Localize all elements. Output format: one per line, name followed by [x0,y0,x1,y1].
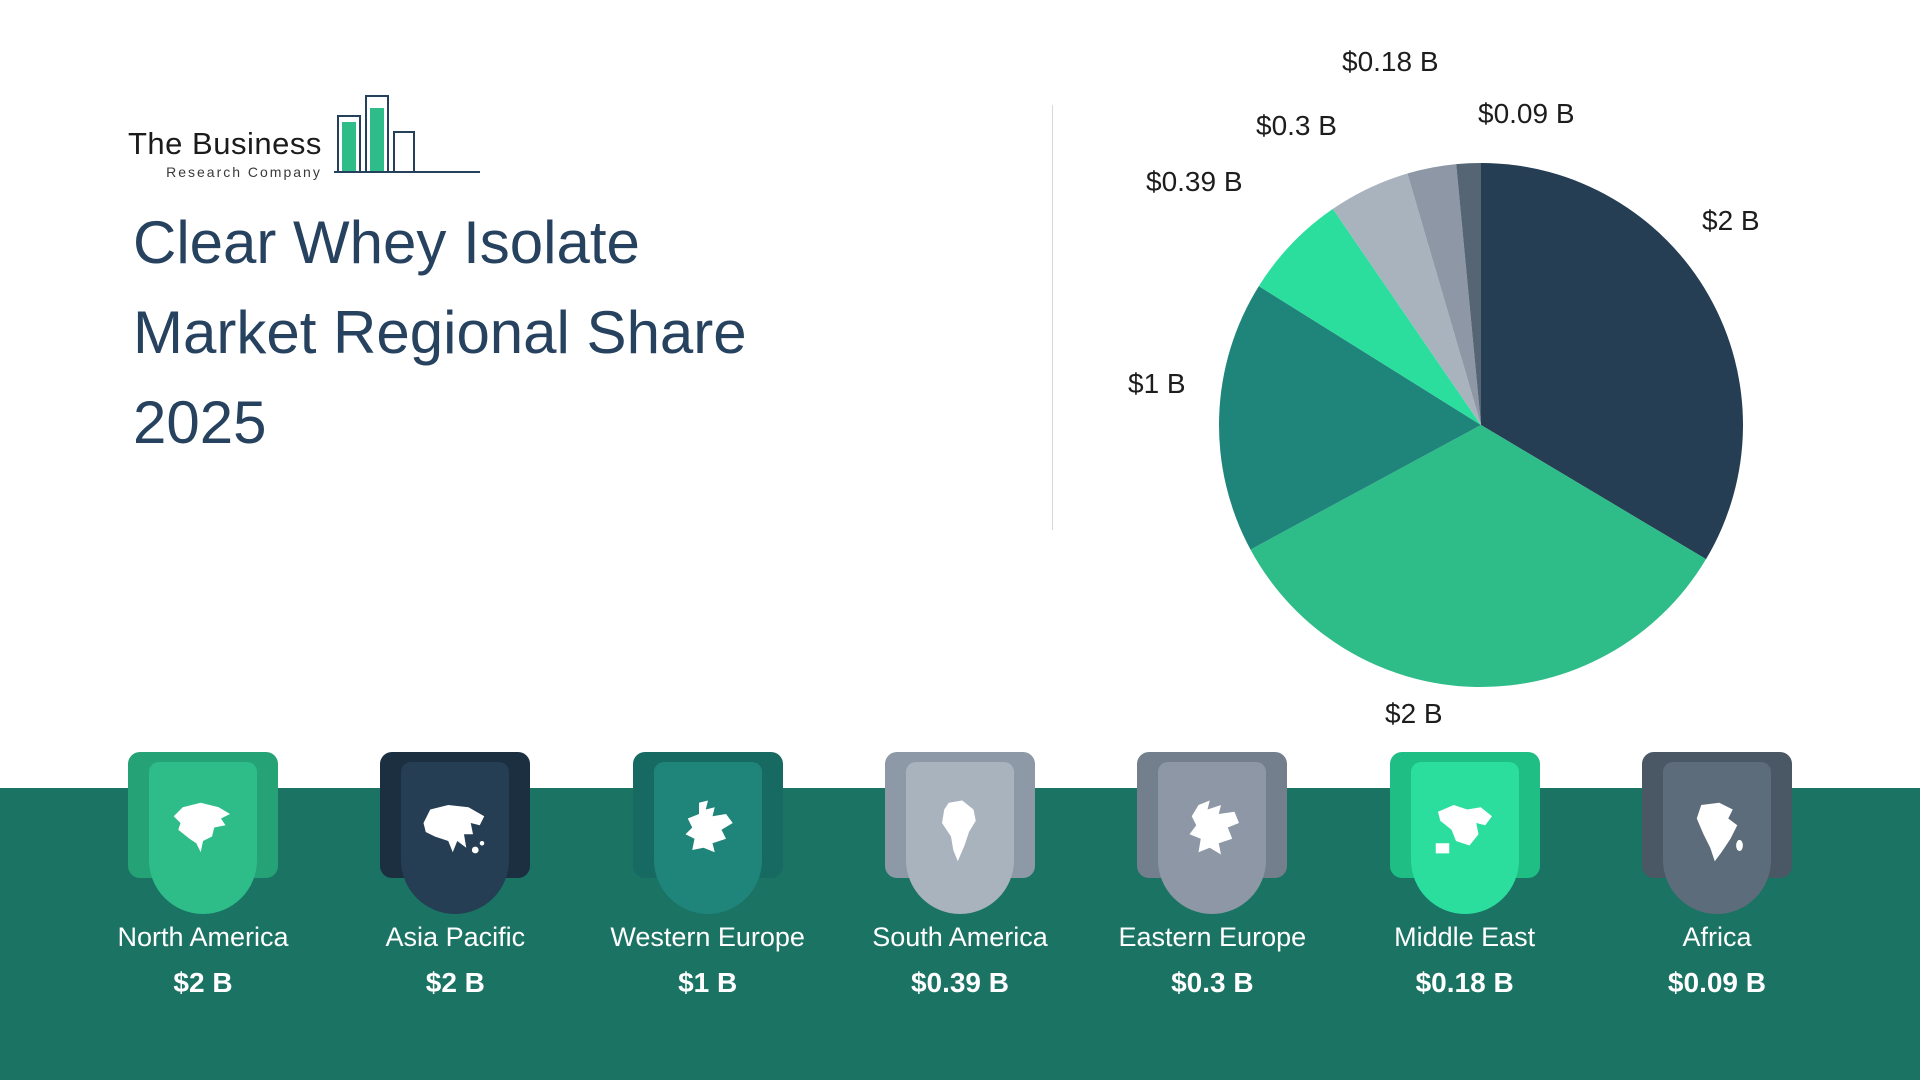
north-america-map-icon [173,802,230,853]
region-name: Eastern Europe [1118,922,1307,952]
eastern-europe-map-icon [1189,800,1240,855]
page-title: Clear Whey Isolate Market Regional Share… [133,198,747,468]
title-line-2: Market Regional Share [133,299,747,366]
logo-text: The Business Research Company [128,126,322,180]
region-name: South America [872,922,1048,952]
region-name: Asia Pacific [385,922,526,952]
logo-company-subtitle: Research Company [166,164,322,180]
logo-company-name: The Business [128,126,322,161]
logo: The Business Research Company [128,92,482,180]
region-value: $0.3 B [1171,967,1254,998]
region-badge [632,752,783,914]
pie-label-western-europe: $1 B [1128,368,1186,399]
region-value: $2 B [425,967,485,998]
asia-pacific-map-icon [423,805,485,854]
title-line-3: 2025 [133,389,267,456]
region-badge [884,752,1035,914]
pie-slice-north-america [1250,425,1707,687]
pie-slice-asia-pacific [1481,163,1743,560]
region-value: $0.39 B [910,967,1010,998]
title-line-1: Clear Whey Isolate [133,209,640,276]
region-item-africa: Africa $0.09 B [1592,752,1842,999]
region-value: $2 B [173,967,233,998]
middle-east-map-icon [1435,805,1492,854]
pie-slice-africa [1456,163,1481,425]
pie-slice-eastern-europe [1332,173,1481,425]
region-item-north-america: North America $2 B [78,752,328,999]
regions-legend: North America $2 B Asia Pacific $2 B [0,752,1920,999]
pie-label-africa: $0.09 B [1478,98,1575,129]
region-name: Africa [1682,922,1752,952]
region-value: $0.09 B [1667,967,1766,998]
pie-slice-middle-east [1407,164,1481,425]
region-badge [1137,752,1288,914]
region-value: $1 B [678,967,738,998]
badge-shield [905,762,1014,914]
region-badge [1641,752,1792,914]
badge-shield [653,762,762,914]
pie-label-eastern-europe: $0.3 B [1256,110,1337,141]
badge-shield [1158,762,1267,914]
region-name: Western Europe [610,922,805,952]
pie-slice-south-america [1258,208,1481,425]
region-name: Middle East [1394,922,1536,952]
badge-shield [149,762,257,914]
vertical-divider [1052,105,1053,530]
africa-map-icon [1696,802,1743,862]
region-item-western-europe: Western Europe $1 B [583,752,833,999]
region-item-eastern-europe: Eastern Europe $0.3 B [1087,752,1337,999]
badge-shield [1410,762,1519,914]
badge-shield [401,762,510,914]
region-item-south-america: South America $0.39 B [835,752,1085,999]
region-badge [128,752,278,914]
pie-chart [1218,163,1743,687]
pie-slice-western-europe [1218,286,1481,550]
region-item-asia-pacific: Asia Pacific $2 B [330,752,580,999]
pie-label-middle-east: $0.18 B [1342,46,1439,77]
region-value: $0.18 B [1415,967,1514,998]
region-name: North America [117,922,289,952]
pie-label-south-america: $0.39 B [1146,166,1243,197]
region-badge [380,752,531,914]
western-europe-map-icon [685,800,733,853]
logo-bar-chart-icon [333,95,480,173]
region-badge [1389,752,1540,914]
south-america-map-icon [941,800,976,862]
pie-label-north-america: $2 B [1385,698,1443,729]
pie-label-asia-pacific: $2 B [1702,205,1760,236]
badge-shield [1662,762,1771,914]
region-item-middle-east: Middle East $0.18 B [1340,752,1590,999]
